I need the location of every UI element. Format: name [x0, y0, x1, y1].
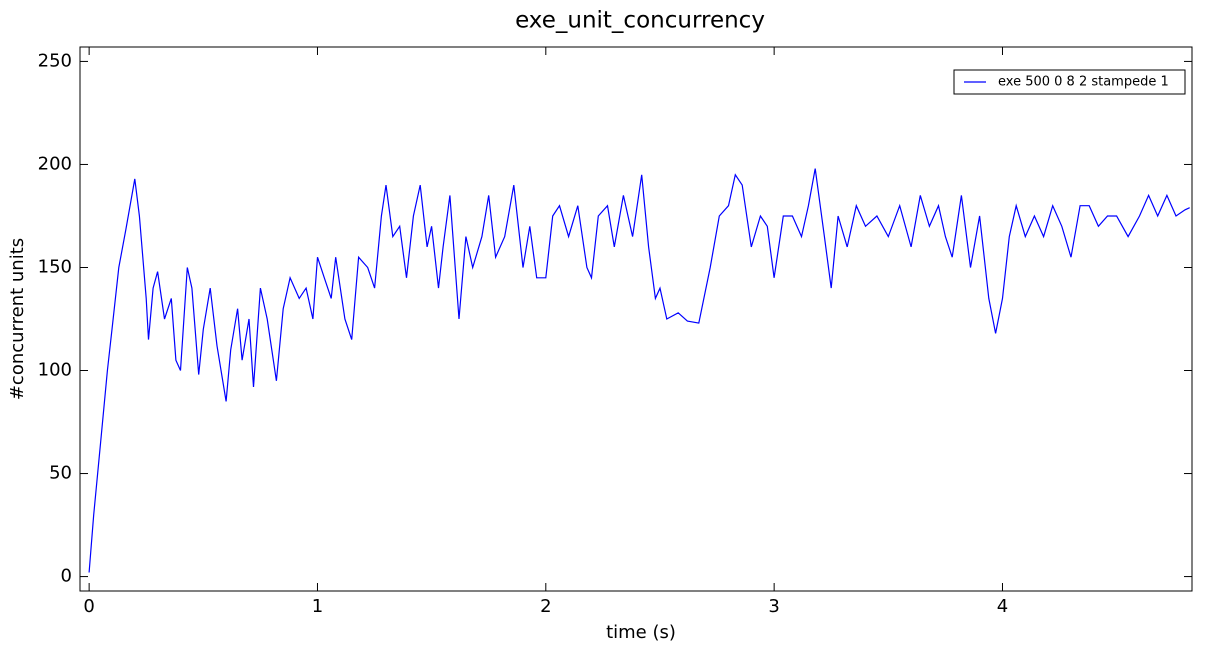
y-tick-label: 250: [38, 50, 72, 71]
x-tick-label: 2: [540, 596, 551, 617]
x-axis-label: time (s): [606, 622, 676, 643]
y-tick-label: 150: [38, 256, 72, 277]
x-tick-label: 4: [997, 596, 1008, 617]
y-tick-label: 50: [49, 463, 72, 484]
y-axis-label: #concurrent units: [7, 238, 28, 400]
legend-box: [953, 69, 1186, 95]
chart-title: exe_unit_concurrency: [515, 8, 765, 34]
x-tick-label: 0: [83, 596, 94, 617]
legend-label: exe 500 0 8 2 stampede 1: [998, 75, 1169, 90]
y-tick-label: 200: [38, 153, 72, 174]
x-tick-label: 3: [768, 596, 779, 617]
y-tick-label: 0: [61, 566, 72, 587]
x-tick-label: 1: [312, 596, 323, 617]
y-tick-label: 100: [38, 360, 72, 381]
line-series: [88, 168, 1190, 573]
plot-frame: [79, 46, 1193, 592]
